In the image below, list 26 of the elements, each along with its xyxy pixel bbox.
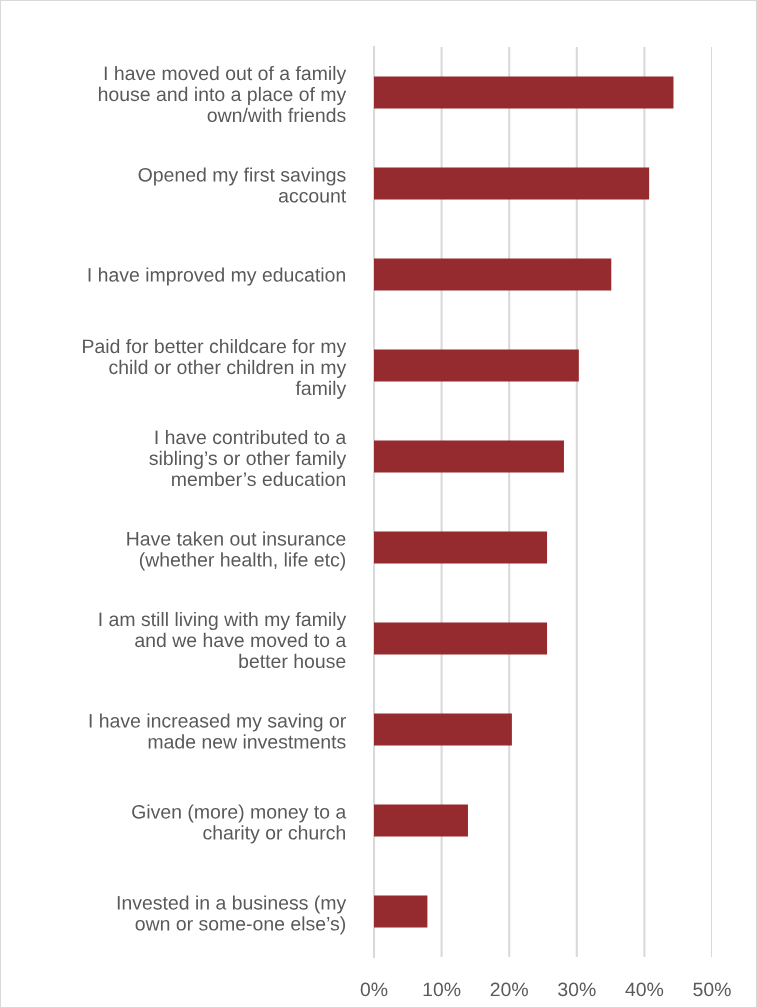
y-tick-label: I have increased my saving or made new investments: [89, 713, 346, 749]
bar: [374, 531, 548, 564]
x-tick-label: 50%: [693, 982, 731, 997]
bar: [374, 804, 468, 837]
y-tick-label: Invested in a business (my own or some-one else’s): [117, 895, 347, 935]
bar: [374, 349, 579, 382]
bar: [374, 622, 548, 655]
x-tick-label: 20%: [490, 982, 528, 997]
x-tick-label: 10%: [423, 982, 461, 997]
y-tick-label: Given (more) money to a charity or church: [132, 804, 347, 844]
y-tick-label: I have moved out of a family house and into a place of my own/with friends: [98, 65, 347, 123]
bar: [374, 258, 612, 291]
x-tick-label: 30%: [558, 982, 596, 997]
bar: [374, 895, 428, 928]
y-tick-label: I have contributed to a sibling’s or other family member’s education: [149, 429, 347, 487]
bar: [374, 167, 650, 200]
y-tick-label: Paid for better childcare for my child or other children in my family: [83, 338, 347, 399]
y-tick-label: I have improved my education: [88, 267, 345, 286]
bar: [374, 713, 512, 746]
y-tick-label: Opened my first savings account: [138, 167, 347, 203]
bar: [374, 440, 564, 473]
y-tick-label: Have taken out insurance (whether health, life etc): [127, 531, 346, 571]
x-tick-label: 0%: [360, 982, 388, 997]
y-tick-label: I am still living with my family and we have moved to a better house: [99, 611, 347, 669]
bar: [374, 76, 674, 109]
x-tick-label: 40%: [625, 982, 664, 997]
